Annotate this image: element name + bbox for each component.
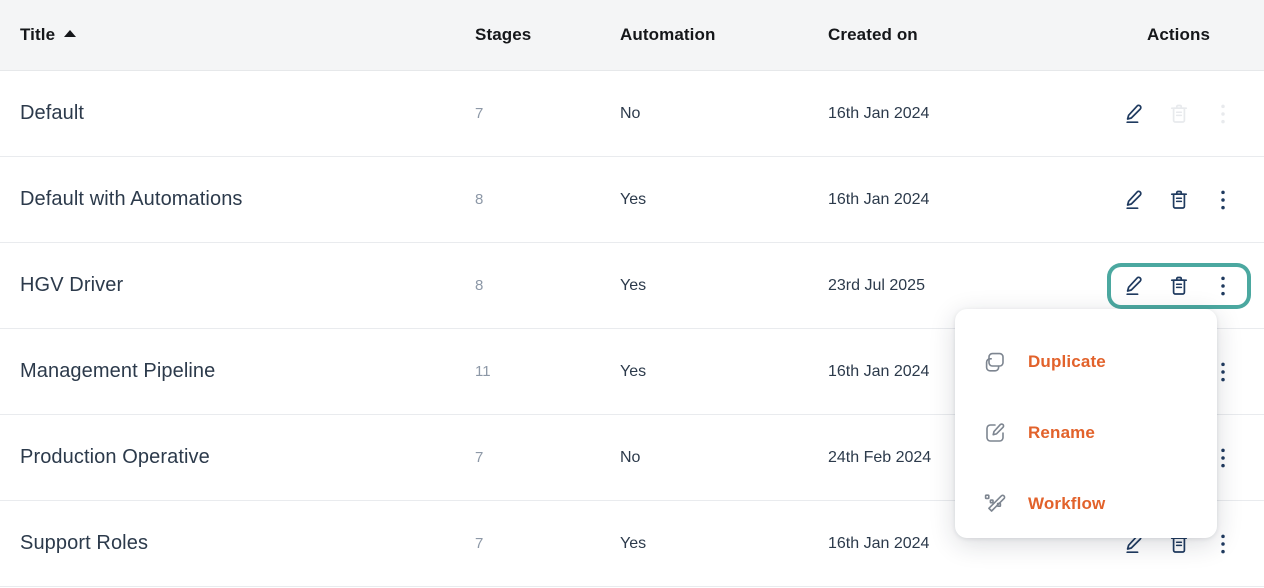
row-title: Default (20, 102, 85, 124)
table-body: Default 7 No 16th Jan 2024 Default with Aut… (0, 71, 1264, 587)
row-actions-group (1110, 266, 1247, 305)
table-header-row: Title Stages Automation Created on Actio… (0, 0, 1264, 71)
duplicate-icon (983, 350, 1007, 374)
table-row[interactable]: Default with Automations 8 Yes 16th Jan 202… (0, 157, 1264, 243)
row-automation-value: Yes (620, 276, 647, 294)
column-header-title[interactable]: Title (0, 25, 475, 45)
row-automation-value: Yes (620, 190, 647, 208)
delete-trash-icon[interactable] (1168, 274, 1190, 298)
rename-icon (983, 421, 1007, 445)
row-stages-count: 7 (475, 449, 484, 466)
sort-ascending-icon[interactable] (64, 30, 77, 37)
more-kebab-menu-icon[interactable] (1212, 532, 1234, 556)
table-row[interactable]: Default 7 No 16th Jan 2024 (0, 71, 1264, 157)
row-automation-value: Yes (620, 362, 647, 380)
row-title: Support Roles (20, 532, 149, 554)
row-actions-cell (1093, 266, 1264, 305)
row-stages-count: 8 (475, 277, 484, 294)
delete-trash-icon[interactable] (1168, 188, 1190, 212)
context-menu-item-label: Rename (1028, 423, 1096, 442)
context-menu-item-label: Workflow (1028, 494, 1106, 513)
row-actions-cell (1093, 181, 1264, 219)
row-stages-count: 7 (475, 535, 484, 552)
column-header-automation[interactable]: Automation (620, 25, 716, 44)
context-menu-item-duplicate[interactable]: Duplicate (955, 333, 1217, 391)
edit-pencil-icon[interactable] (1124, 188, 1146, 212)
row-actions-group (1111, 95, 1247, 133)
table-row[interactable]: HGV Driver 8 Yes 23rd Jul 2025 (0, 243, 1264, 329)
edit-pencil-icon[interactable] (1124, 274, 1146, 298)
row-title: Default with Automations (20, 188, 243, 210)
more-kebab-menu-icon (1212, 102, 1234, 126)
row-created-on: 16th Jan 2024 (828, 362, 930, 380)
row-automation-value: No (620, 104, 641, 122)
row-created-on: 24th Feb 2024 (828, 448, 932, 466)
row-actions-group (1111, 181, 1247, 219)
row-created-on: 23rd Jul 2025 (828, 276, 925, 294)
column-header-stages[interactable]: Stages (475, 25, 532, 44)
column-header-created-on[interactable]: Created on (828, 25, 918, 44)
row-title: Management Pipeline (20, 360, 216, 382)
row-automation-value: Yes (620, 534, 647, 552)
column-header-actions: Actions (1146, 25, 1211, 44)
column-header-title-label: Title (20, 25, 56, 44)
row-automation-value: No (620, 448, 641, 466)
context-menu-item-label: Duplicate (1028, 352, 1106, 371)
row-stages-count: 7 (475, 105, 484, 122)
more-kebab-menu-icon[interactable] (1212, 446, 1234, 470)
delete-trash-icon (1168, 102, 1190, 126)
more-kebab-menu-icon[interactable] (1212, 188, 1234, 212)
row-context-menu: Duplicate Rename Workflow (955, 309, 1217, 538)
more-kebab-menu-icon[interactable] (1212, 274, 1234, 298)
context-menu-item-workflow[interactable]: Workflow (955, 475, 1217, 533)
row-created-on: 16th Jan 2024 (828, 534, 930, 552)
context-menu-item-rename[interactable]: Rename (955, 404, 1217, 462)
row-stages-count: 8 (475, 191, 484, 208)
row-title: Production Operative (20, 446, 210, 468)
magic-wand-icon (983, 492, 1007, 516)
row-stages-count: 11 (475, 363, 491, 380)
row-created-on: 16th Jan 2024 (828, 104, 930, 122)
row-title: HGV Driver (20, 274, 124, 296)
edit-pencil-icon[interactable] (1124, 102, 1146, 126)
more-kebab-menu-icon[interactable] (1212, 360, 1234, 384)
row-actions-cell (1093, 95, 1264, 133)
row-created-on: 16th Jan 2024 (828, 190, 930, 208)
